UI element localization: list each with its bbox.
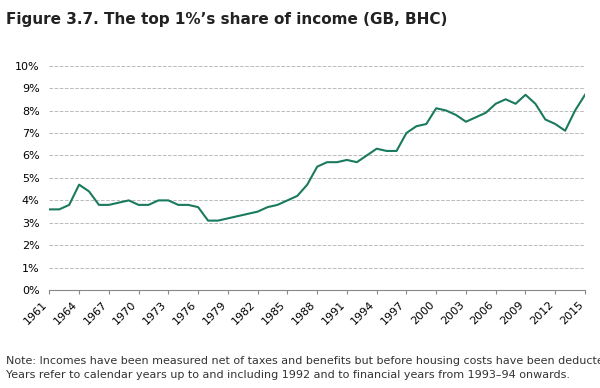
Text: Note: Incomes have been measured net of taxes and benefits but before housing co: Note: Incomes have been measured net of … bbox=[6, 356, 600, 380]
Text: Figure 3.7. The top 1%’s share of income (GB, BHC): Figure 3.7. The top 1%’s share of income… bbox=[6, 12, 448, 27]
